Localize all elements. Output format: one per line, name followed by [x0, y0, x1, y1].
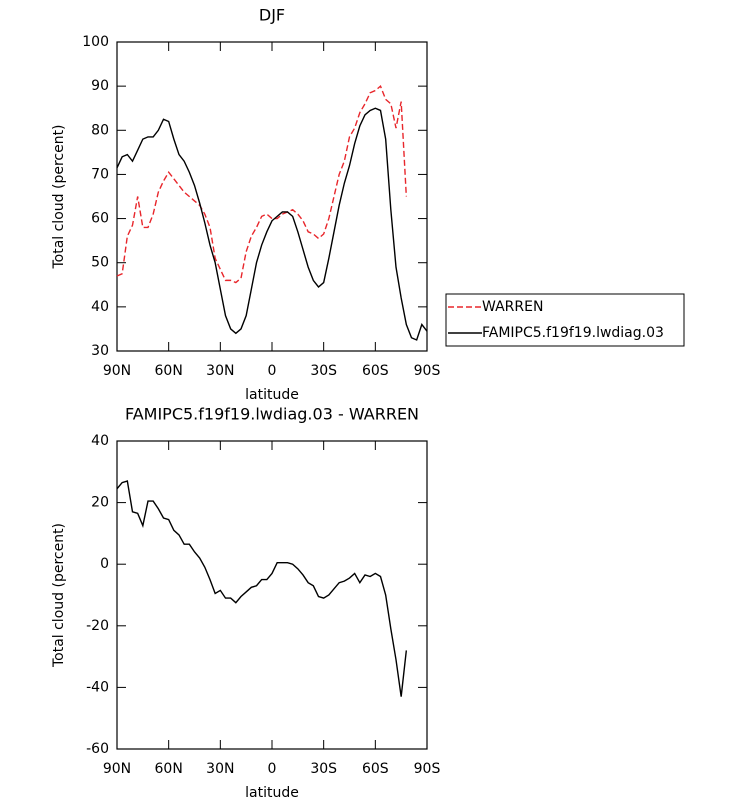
- x-tick-label: 0: [268, 363, 277, 379]
- y-tick-label: 70: [91, 166, 109, 182]
- x-tick-label: 60N: [155, 761, 183, 777]
- chart-title: DJF: [259, 6, 285, 25]
- line-series: [116, 480, 408, 697]
- y-tick-label: 100: [82, 34, 109, 50]
- legend-label: WARREN: [482, 299, 543, 315]
- y-tick-label: -60: [86, 741, 109, 757]
- y-tick-label: 60: [91, 211, 109, 227]
- x-tick-label: 60S: [362, 363, 389, 379]
- x-tick-label: 30S: [310, 363, 337, 379]
- y-axis-label: Total cloud (percent): [51, 523, 67, 668]
- y-tick-label: 40: [91, 433, 109, 449]
- x-tick-label: 90S: [414, 761, 441, 777]
- y-tick-label: 20: [91, 495, 109, 511]
- x-axis-label: latitude: [245, 387, 299, 403]
- x-tick-label: 30N: [206, 363, 234, 379]
- chart-title: FAMIPC5.f19f19.lwdiag.03 - WARREN: [125, 405, 419, 424]
- x-tick-label: 60S: [362, 761, 389, 777]
- x-axis-label: latitude: [245, 785, 299, 801]
- y-tick-label: 90: [91, 78, 109, 94]
- x-tick-label: 90S: [414, 363, 441, 379]
- legend-box: [445, 293, 685, 347]
- y-tick-label: 50: [91, 255, 109, 271]
- y-tick-label: 30: [91, 343, 109, 359]
- y-axis-label: Total cloud (percent): [51, 124, 67, 269]
- y-tick-label: 80: [91, 122, 109, 138]
- x-tick-label: 90N: [103, 363, 131, 379]
- y-tick-label: 0: [100, 556, 109, 572]
- line-series: [116, 84, 408, 284]
- y-tick-label: -20: [86, 618, 109, 634]
- x-tick-label: 30N: [206, 761, 234, 777]
- x-tick-label: 30S: [310, 761, 337, 777]
- plot-frame: [116, 440, 428, 750]
- x-tick-label: 90N: [103, 761, 131, 777]
- x-tick-label: 60N: [155, 363, 183, 379]
- plot-frame: [116, 41, 428, 352]
- x-tick-label: 0: [268, 761, 277, 777]
- y-tick-label: 40: [91, 299, 109, 315]
- legend-label: FAMIPC5.f19f19.lwdiag.03: [482, 325, 664, 341]
- line-series: [116, 107, 428, 341]
- y-tick-label: -40: [86, 679, 109, 695]
